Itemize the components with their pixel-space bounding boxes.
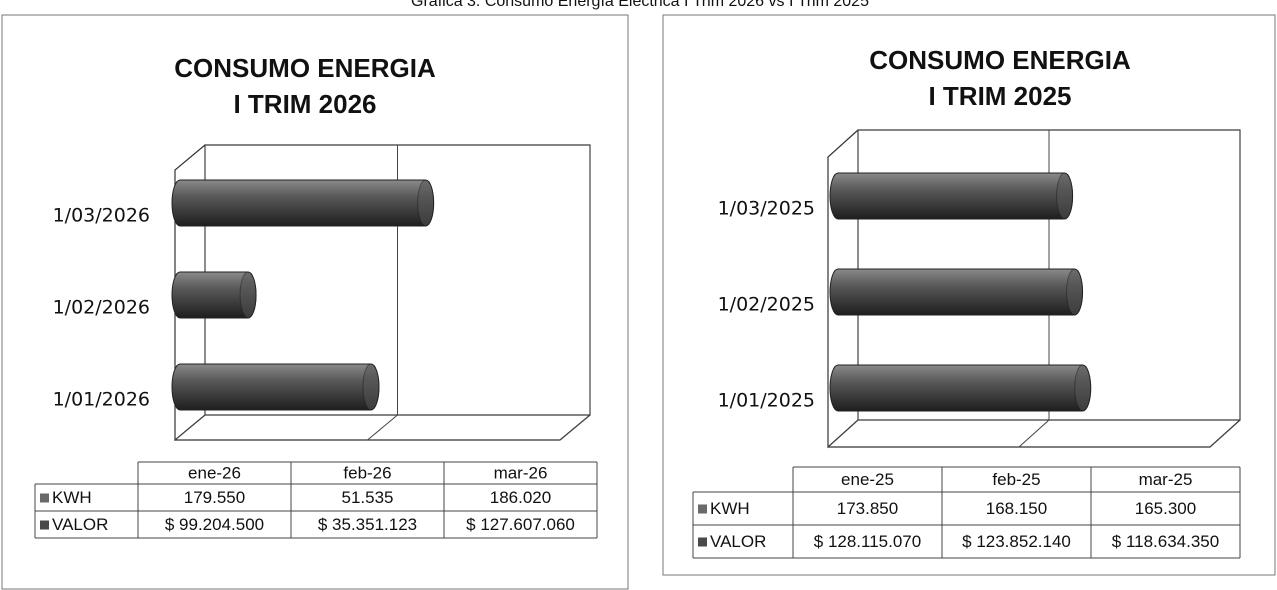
table-value: $ 128.115.070	[814, 532, 921, 551]
chart-title: CONSUMO ENERGIA	[174, 53, 436, 83]
bar	[829, 364, 1092, 412]
table-value: 165.300	[1135, 499, 1196, 518]
category-label: 1/01/2025	[718, 390, 815, 412]
legend-swatch	[40, 520, 49, 530]
table-header: feb-25	[992, 470, 1040, 489]
legend-label: KWH	[52, 488, 92, 507]
grid-line	[1018, 130, 1050, 448]
grid-line	[827, 130, 859, 448]
bar-cap	[417, 179, 435, 227]
legend-label: VALOR	[52, 515, 108, 534]
bar	[829, 268, 1084, 316]
table-header: ene-25	[841, 470, 894, 489]
table-value: $ 123.852.140	[962, 532, 1071, 551]
category-label: 1/02/2025	[718, 294, 815, 316]
table-value: 186.020	[490, 488, 551, 507]
grid-line	[559, 145, 591, 441]
table-header: feb-26	[343, 463, 391, 482]
table-header: ene-26	[188, 463, 241, 482]
legend-label: KWH	[710, 499, 750, 518]
table-value: $ 118.634.350	[1112, 532, 1219, 551]
grid-line	[367, 145, 398, 441]
table-header: mar-26	[494, 463, 548, 482]
table-value: $ 99.204.500	[165, 515, 264, 534]
category-label: 1/01/2026	[53, 389, 150, 411]
table-value: $ 127.607.060	[466, 515, 575, 534]
table-value: $ 35.351.123	[318, 515, 417, 534]
legend-label: VALOR	[710, 532, 766, 551]
table-value: 179.550	[184, 488, 245, 507]
table-value: 51.535	[342, 488, 394, 507]
legend-swatch	[698, 504, 707, 514]
bar-cap	[1066, 268, 1084, 316]
grid-line	[1209, 130, 1241, 448]
bar-cap	[1074, 364, 1092, 412]
category-label: 1/03/2025	[718, 198, 815, 220]
bar-cap	[239, 271, 257, 319]
bar	[171, 363, 380, 411]
panel-border	[662, 14, 1276, 576]
chart-title: CONSUMO ENERGIA	[869, 45, 1131, 75]
bar	[829, 172, 1074, 220]
panel-border	[1, 14, 629, 590]
legend-swatch	[40, 493, 49, 503]
category-label: 1/02/2026	[53, 297, 150, 319]
chart-title: I TRIM 2026	[233, 89, 376, 119]
table-value: 168.150	[986, 499, 1047, 518]
table-header: mar-25	[1139, 470, 1193, 489]
grid-line	[174, 145, 206, 441]
caption: Gráfica 3. Consumo Energía Eléctrica I T…	[411, 0, 869, 10]
bar-cap	[362, 363, 380, 411]
bar-cap	[1056, 172, 1074, 220]
category-label: 1/03/2026	[53, 205, 150, 227]
legend-swatch	[698, 537, 707, 547]
table-value: 173.850	[837, 499, 898, 518]
chart-title: I TRIM 2025	[928, 81, 1071, 111]
bar	[171, 179, 435, 227]
